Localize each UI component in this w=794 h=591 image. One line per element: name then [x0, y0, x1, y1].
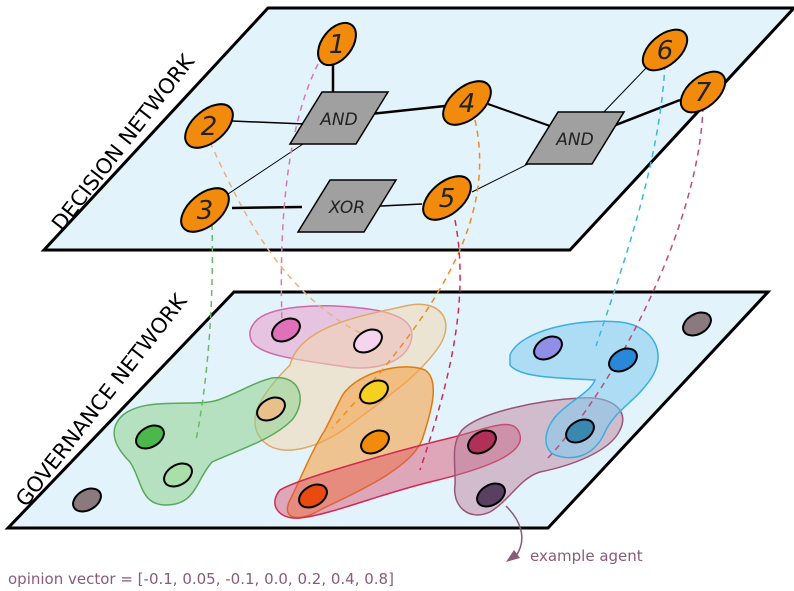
decision-node-3 — [180, 187, 230, 233]
decision-node-1-label: 1 — [329, 30, 346, 60]
gate-and-2-label: AND — [555, 130, 593, 150]
gate-and-2: AND — [524, 111, 626, 165]
agent-example — [476, 482, 506, 508]
edge-and1-4 — [369, 104, 446, 116]
agent-beige — [256, 396, 286, 422]
example-agent-label: example agent — [530, 547, 643, 565]
agent-lavender — [533, 335, 563, 361]
decision-node-7 — [679, 70, 727, 114]
decision-node-3-label: 3 — [197, 196, 214, 226]
agent-green-2 — [163, 462, 193, 488]
agent-grey-right — [682, 311, 712, 337]
decision-node-6 — [641, 28, 689, 72]
gate-xor: XOR — [296, 179, 398, 233]
gate-xor-label: XOR — [328, 198, 365, 218]
agent-pink-1 — [271, 317, 301, 343]
agent-pink-2 — [353, 328, 383, 354]
decision-node-6-label: 6 — [657, 36, 674, 66]
agent-green-1 — [135, 424, 165, 450]
edge-3-xor — [231, 205, 303, 210]
decision-node-7-label: 7 — [695, 78, 712, 108]
gate-and-1: AND — [288, 91, 390, 145]
agent-teal — [565, 418, 595, 444]
opinion-vector-label: opinion vector = [-0.1, 0.05, -0.1, 0.0,… — [8, 570, 394, 588]
edge-2-and1 — [231, 120, 306, 125]
decision-node-1 — [317, 21, 357, 67]
example-agent-arrowhead — [506, 550, 520, 562]
edge-and2-7 — [607, 98, 681, 130]
projection-5 — [419, 219, 461, 471]
agent-grey-left — [72, 487, 102, 513]
agent-crimson — [467, 429, 497, 455]
gates: AND XOR AND — [288, 91, 626, 233]
decision-nodes: 1 2 3 4 5 6 7 — [180, 21, 727, 233]
projection-2 — [209, 141, 371, 339]
edge-4-and2 — [487, 103, 551, 127]
group-green — [113, 376, 301, 506]
agent-yellow — [359, 379, 389, 405]
edge-3-and1 — [227, 137, 313, 195]
decision-node-2-label: 2 — [201, 112, 218, 142]
example-agent-arrow — [505, 505, 523, 557]
decision-plane — [40, 6, 794, 252]
agent-orange — [360, 429, 390, 455]
group-crimson — [274, 423, 521, 519]
governance-agents — [72, 311, 712, 513]
edge-xor-5 — [379, 203, 423, 207]
agent-blue — [608, 347, 638, 373]
decision-node-4 — [442, 80, 492, 126]
decision-node-5 — [422, 175, 472, 221]
decision-node-4-label: 4 — [459, 89, 476, 119]
projection-3 — [195, 223, 214, 441]
decision-node-5-label: 5 — [439, 184, 456, 214]
decision-node-2 — [184, 103, 234, 149]
projection-6 — [595, 63, 666, 347]
edge-and2-6 — [599, 65, 649, 117]
group-orange — [286, 366, 434, 519]
projection-1 — [280, 63, 319, 323]
gate-and-1-label: AND — [319, 110, 357, 130]
agent-red-orange — [298, 483, 328, 509]
